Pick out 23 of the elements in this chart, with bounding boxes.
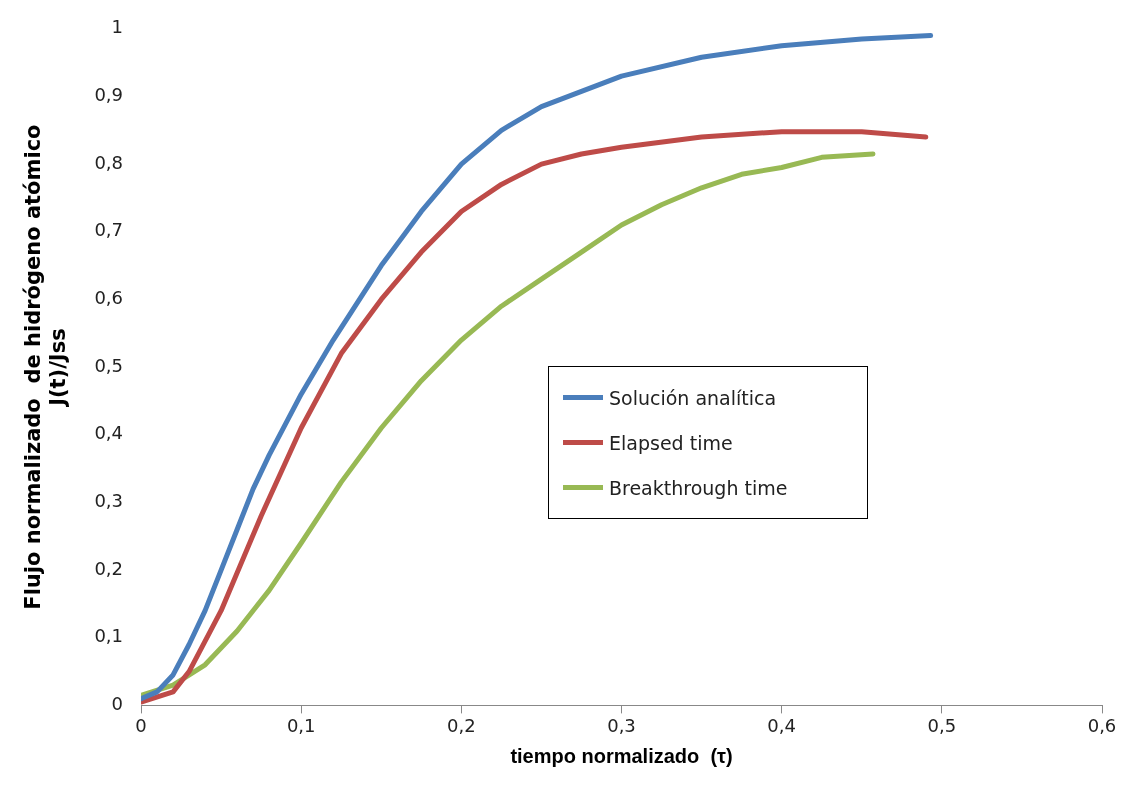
x-axis-title: tiempo normalizado (τ): [510, 744, 733, 767]
y-tick-label: 0,3: [94, 490, 124, 512]
y-tick-label: 0,1: [94, 625, 124, 647]
y-axis-title: Flujo normalizado de hidrógeno atómico J(t)/Jss: [21, 124, 71, 610]
y-tick-label: 0,8: [94, 151, 124, 173]
y-tick-label: 0,6: [94, 287, 124, 309]
legend-label: Breakthrough time: [609, 476, 788, 499]
x-tick-label: 0,3: [607, 714, 636, 736]
y-tick-label: 0,9: [94, 84, 124, 106]
x-tick-label: 0: [135, 714, 147, 736]
y-tick-label: 0,7: [94, 219, 124, 241]
legend-label: Elapsed time: [609, 431, 733, 454]
x-tick-label: 0,1: [286, 714, 316, 736]
x-tick-label: 0,4: [767, 714, 796, 736]
legend-label: Solución analítica: [609, 386, 777, 409]
x-tick-label: 0,6: [1087, 714, 1117, 736]
x-tick-label: 0,2: [447, 714, 476, 736]
y-tick-label: 0,4: [94, 422, 124, 444]
y-tick-label: 0: [111, 693, 124, 715]
x-tick-label: 0,5: [927, 714, 957, 736]
y-tick-label: 0,2: [94, 557, 124, 579]
y-tick-label: 0,5: [94, 354, 124, 376]
y-tick-label: 1: [111, 16, 124, 38]
